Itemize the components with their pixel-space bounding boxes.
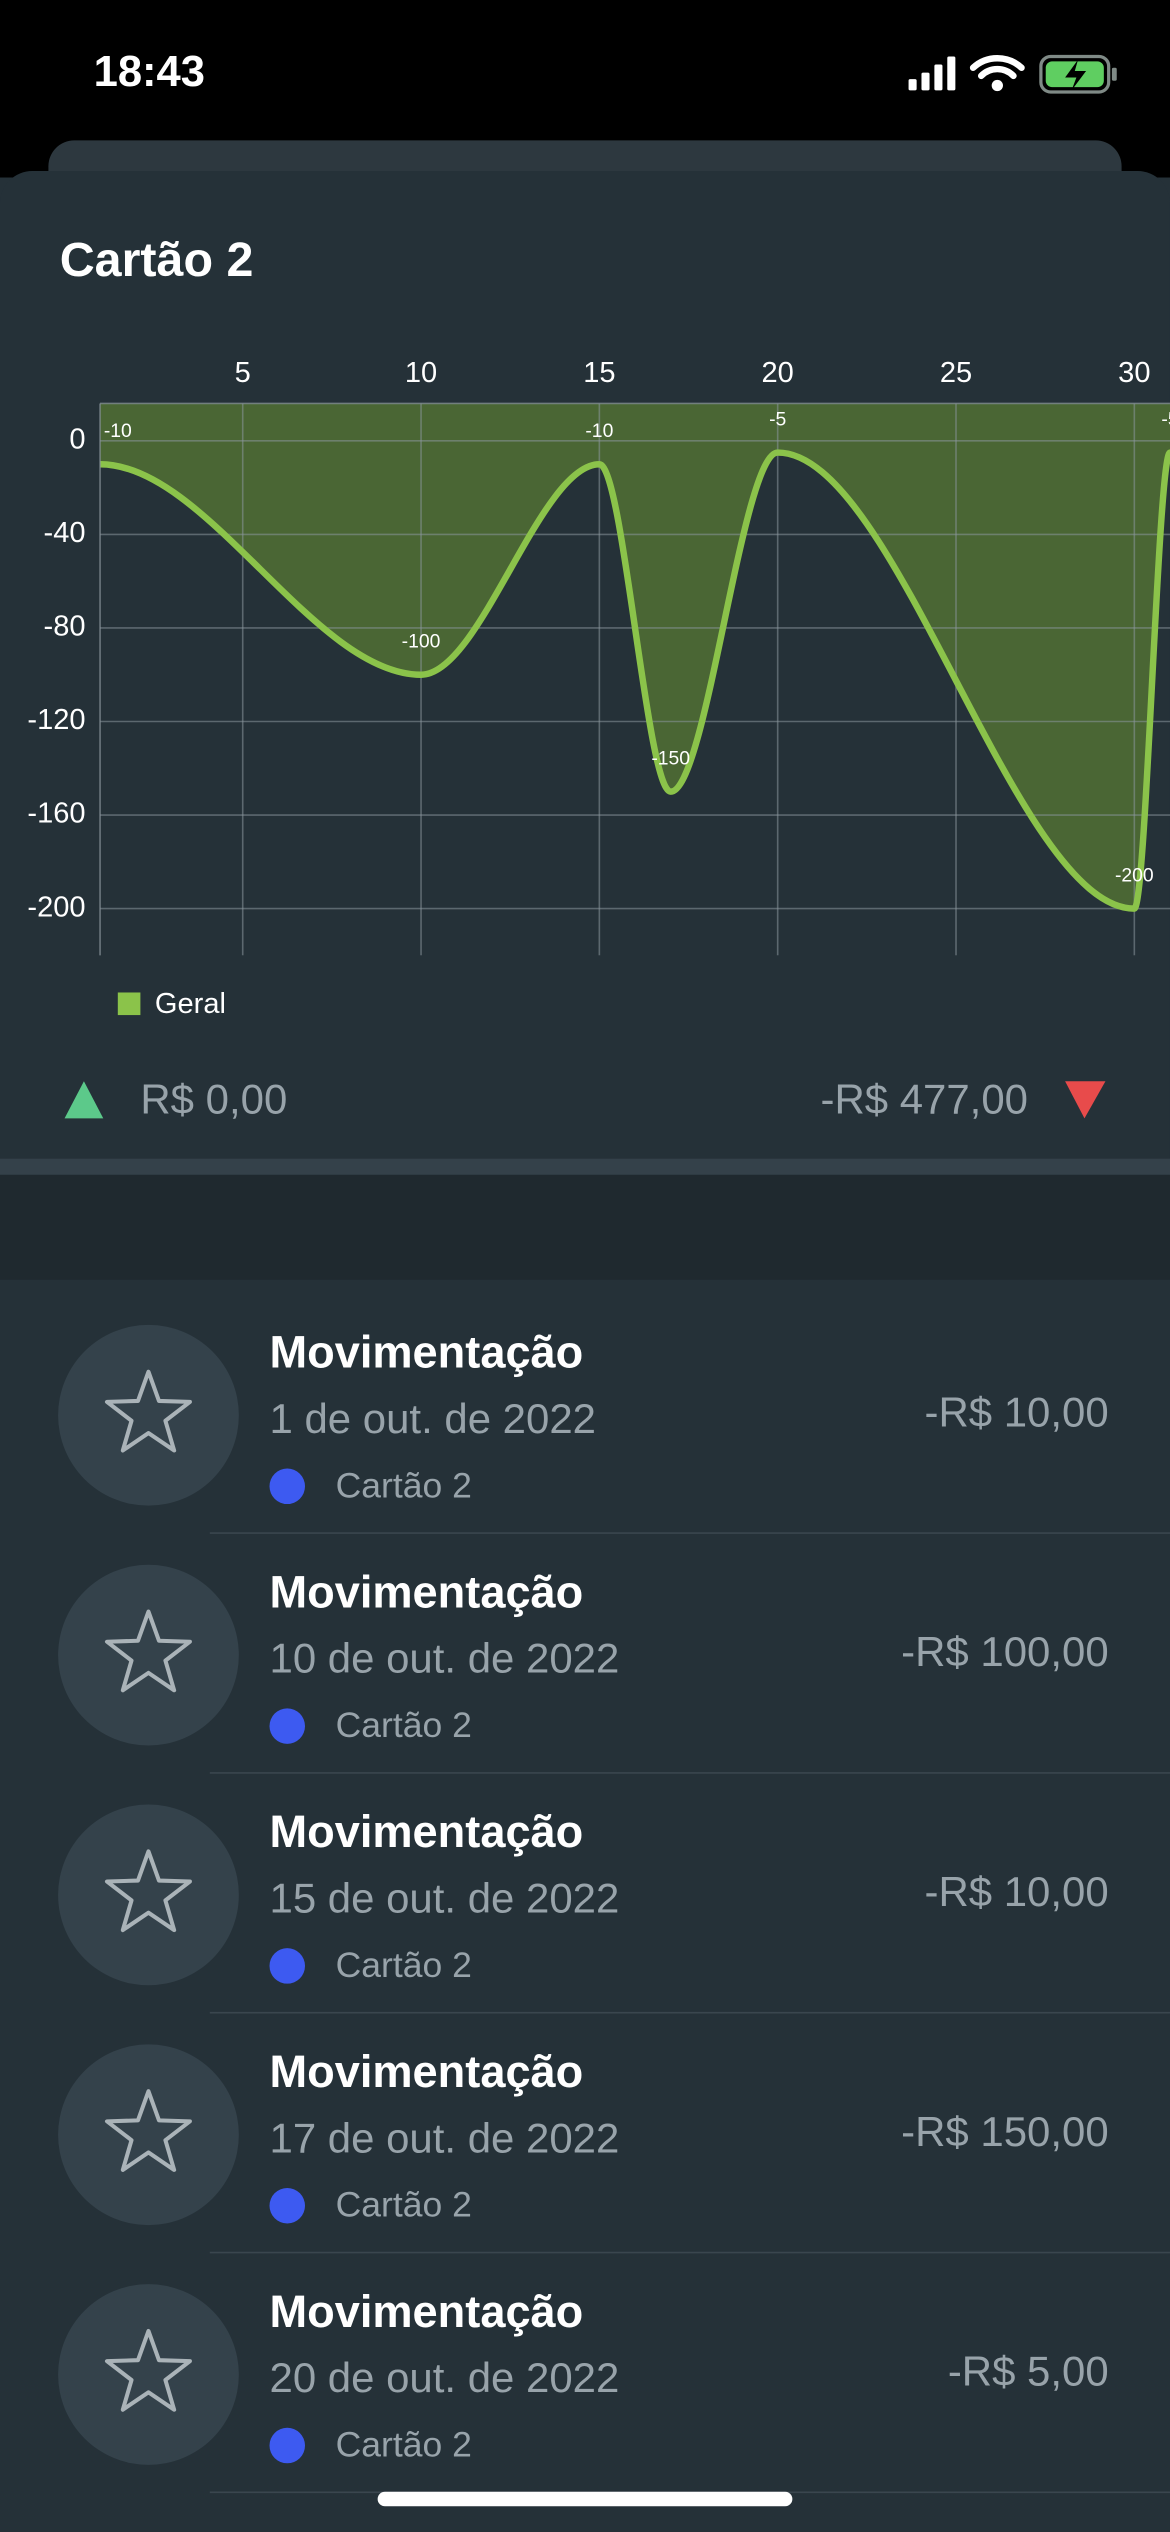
income-icon [64,1081,104,1119]
transaction-amount: -R$ 10,00 [924,1868,1108,1915]
legend-label: Geral [155,988,226,1020]
data-label: -10 [585,420,613,442]
icon-background [58,1804,239,1986]
data-label: -150 [651,747,690,769]
account-name: Cartão 2 [336,2425,472,2465]
star-icon [104,1609,192,1693]
sheet-title: Cartão 2 [60,233,254,287]
x-tick-label: 25 [940,357,972,389]
divider [0,1158,1170,1175]
account-name: Cartão 2 [336,1945,472,1985]
chart: 5 10 15 20 25 30 0 -40 -80 -120 -160 -200 -10 -100 -10… [27,357,1170,1020]
transaction-amount: -R$ 100,00 [901,1628,1108,1675]
transaction-date: 15 de out. de 2022 [270,1874,620,1921]
transaction-title: Movimentação [270,2286,584,2337]
transaction-title: Movimentação [270,1566,584,1617]
star-icon [104,2089,192,2172]
transaction-row[interactable]: Movimentação 1 de out. de 2022 Cartão 2 -R$… [58,1324,1170,1534]
transaction-row[interactable]: Movimentação 10 de out. de 2022 Cartão 2 -R… [58,1564,1170,1774]
data-label: -200 [1115,864,1154,886]
account-dot [269,2187,306,2224]
transaction-list: Movimentação 1 de out. de 2022 Cartão 2 -R$… [58,1324,1170,2494]
account-dot [269,1468,306,1505]
data-label: -100 [402,631,441,653]
x-tick-label: 15 [583,357,615,389]
transaction-title: Movimentação [270,2046,584,2097]
plot-area [100,403,1170,956]
data-label: -10 [104,420,132,442]
x-tick-label: 10 [405,357,437,389]
transaction-amount: -R$ 10,00 [924,1388,1108,1435]
expense-icon [1065,1081,1106,1119]
icon-background [58,1324,239,1506]
x-tick-label: 30 [1118,357,1150,389]
account-dot [269,1708,306,1744]
icon-background [58,2284,239,2465]
account-name: Cartão 2 [336,2185,472,2225]
spacer [0,1174,1170,1280]
transaction-date: 10 de out. de 2022 [270,1635,620,1682]
status-icons [908,54,1117,94]
transaction-title: Movimentação [270,1327,584,1378]
star-icon [104,1849,192,1933]
area [100,403,1170,909]
icon-background [58,1564,239,1746]
y-tick-label: -160 [27,798,85,830]
star-icon [104,1369,192,1453]
transaction-row[interactable]: Movimentação 20 de out. de 2022 Cartão 2 -R… [58,2284,1170,2494]
transaction-date: 17 de out. de 2022 [270,2114,620,2161]
star-icon [104,2328,192,2412]
transaction-title: Movimentação [270,1806,584,1857]
legend-swatch [117,992,141,1016]
x-tick-label: 5 [235,357,251,389]
account-name: Cartão 2 [336,1465,472,1505]
transaction-date: 20 de out. de 2022 [270,2354,620,2401]
income-total: R$ 0,00 [140,1075,287,1122]
y-tick-label: -200 [27,891,85,923]
icon-background [58,2044,239,2226]
data-label: -5 [1161,408,1170,430]
y-tick-label: -80 [44,611,86,643]
transaction-amount: -R$ 5,00 [948,2348,1109,2395]
time: 18:43 [94,48,205,96]
y-tick-label: -40 [44,517,86,549]
y-tick-label: 0 [69,424,85,456]
account-name: Cartão 2 [336,1705,472,1745]
home-indicator [377,2491,793,2507]
transaction-amount: -R$ 150,00 [901,2108,1108,2155]
y-tick-label: -120 [27,704,85,736]
line [100,449,1170,912]
account-dot [269,1948,306,1984]
expense-total: -R$ 477,00 [820,1075,1027,1122]
x-tick-label: 20 [762,357,794,389]
account-dot [269,2427,306,2464]
data-label: -5 [769,408,786,430]
transaction-date: 1 de out. de 2022 [270,1395,596,1442]
transaction-row[interactable]: Movimentação 17 de out. de 2022 Cartão 2 -R… [58,2044,1170,2254]
transaction-row[interactable]: Movimentação 15 de out. de 2022 Cartão 2 -R… [58,1804,1170,2014]
